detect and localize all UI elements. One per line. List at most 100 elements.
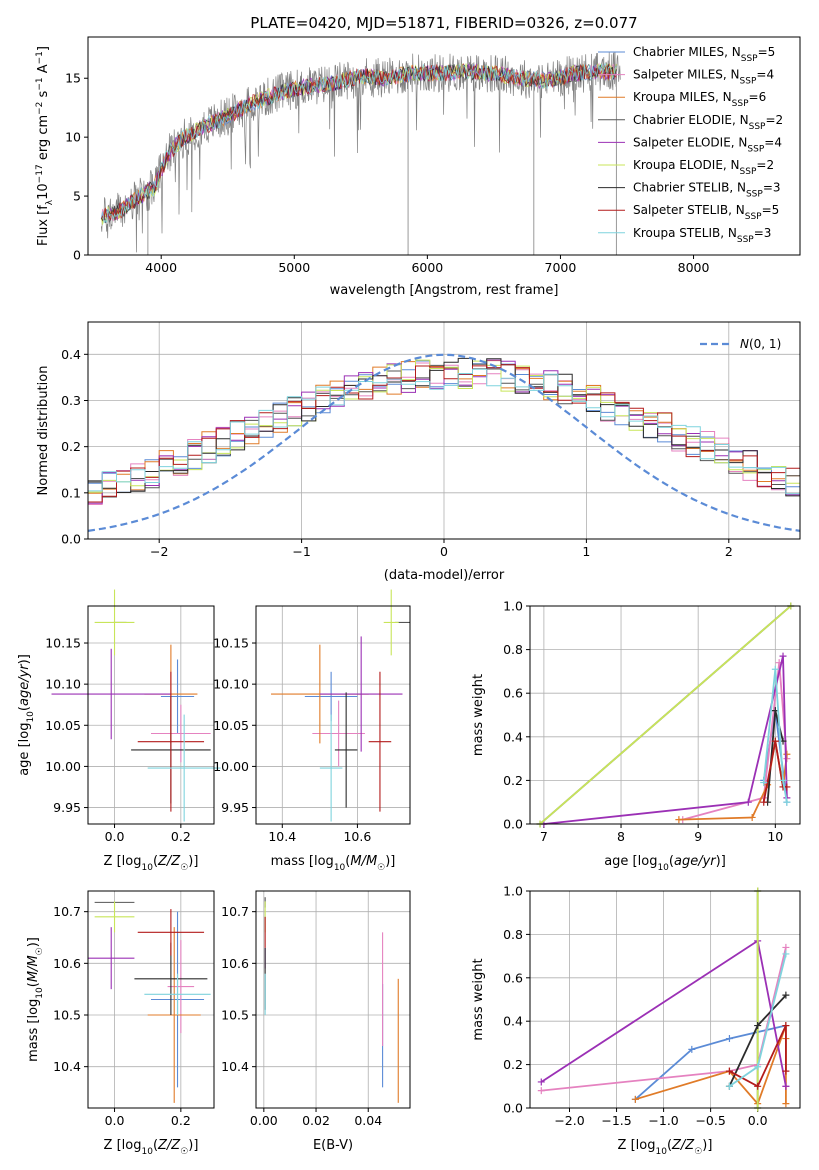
y-axis-label: Normed distribution (36, 366, 51, 496)
x-tick-label: −2 (150, 544, 168, 559)
mass-weight-marker (782, 943, 790, 951)
y-tick-label: 1.0 (503, 599, 523, 614)
label-part: SSP (746, 190, 763, 200)
mass-weight-marker (688, 1045, 696, 1053)
label-part: Salpeter ELODIE, N (633, 135, 747, 149)
y-tick-label: 0.2 (503, 1057, 523, 1072)
x-tick-label: −1.5 (601, 1113, 631, 1128)
label-part: SSP (740, 77, 757, 87)
label-part: )] (702, 1138, 712, 1153)
x-tick-label: 0.0 (748, 1113, 768, 1128)
y-tick-label: 0.0 (503, 1101, 523, 1116)
mass-weight-marker (779, 776, 787, 784)
label-part: −1 (35, 77, 45, 90)
x-axis-label: age [log10(age/yr)] (604, 854, 726, 873)
label-part: )] (716, 854, 726, 869)
x-tick-label: 10 (767, 829, 783, 844)
label-part: Salpeter MILES, N (633, 68, 740, 82)
y-tick-label: 10.7 (53, 904, 81, 919)
label-part: 10 (141, 1147, 153, 1157)
y-tick-label: 10.4 (221, 1059, 249, 1074)
y-tick-label: 10.6 (53, 956, 81, 971)
label-part: M/M (26, 955, 41, 982)
y-tick-label: 0.6 (503, 970, 523, 985)
label-part: SSP (741, 54, 758, 64)
y-tick-label: 0.0 (61, 532, 81, 547)
x-tick-label: 0.04 (354, 1113, 382, 1128)
label-part: 10 (36, 183, 51, 200)
y-tick-label: 0.8 (503, 927, 523, 942)
y-tick-label: 15 (65, 71, 81, 86)
label-part: Salpeter STELIB, N (633, 203, 745, 217)
y-tick-label: 0.4 (503, 1014, 523, 1029)
label-part: )] (385, 854, 395, 869)
label-part: 10 (35, 987, 45, 999)
mass-weight-marker (725, 1035, 733, 1043)
normal-distribution-curve (88, 353, 800, 532)
y-tick-label: 0.3 (61, 393, 81, 408)
label-part: ☉ (180, 1147, 188, 1157)
y-tick-label: 0.6 (503, 686, 523, 701)
label-part: mass [log (271, 854, 334, 869)
y-axis-label: age [log10(age/yr)] (17, 654, 36, 776)
mass-weight-marker (782, 1067, 790, 1075)
mass-weight-line (682, 662, 788, 821)
x-axis-label: mass [log10(M/M☉)] (271, 854, 396, 873)
model-spectrum-line (100, 63, 617, 221)
label-part: =5 (762, 203, 780, 217)
y-tick-label: 9.95 (53, 800, 81, 815)
label-part: ( (26, 982, 41, 987)
label-part: Chabrier ELODIE, N (633, 113, 749, 127)
figure-title: PLATE=0420, MJD=51871, FIBERID=0326, z=0… (250, 14, 637, 32)
label-part: Chabrier STELIB, N (633, 181, 746, 195)
axes-frame (87, 36, 801, 256)
legend-entry: Salpeter MILES, NSSP=4 (633, 68, 774, 87)
label-part: SSP (745, 212, 762, 222)
label-part: −17 (35, 164, 45, 183)
mass-weight-marker (782, 1100, 790, 1108)
x-tick-label: −1.0 (648, 1113, 678, 1128)
mass-weight-line (543, 655, 788, 825)
mass-weight-marker (782, 1022, 790, 1030)
x-tick-label: 0.02 (302, 1113, 330, 1128)
y-tick-label: 10.7 (221, 904, 249, 919)
y-axis-label: Flux [fλ10−17 erg cm−2 s−1 A−1] (35, 46, 55, 246)
label-part: Flux [f (36, 205, 51, 246)
label-part: 10 (655, 1147, 667, 1157)
label-part: =3 (763, 181, 781, 195)
model-spectrum-line (100, 63, 617, 224)
label-part: )] (188, 854, 198, 869)
axes-frame (529, 890, 801, 1109)
legend-entry: Salpeter STELIB, NSSP=5 (633, 203, 779, 222)
label-part: )] (188, 1138, 198, 1153)
label-part: ] (36, 46, 51, 51)
label-part: Z [log (104, 854, 142, 869)
legend-entry: Kroupa STELIB, NSSP=3 (633, 226, 771, 245)
x-axis-label: Z [log10(Z/Z☉)] (618, 1138, 713, 1157)
label-part: 10 (141, 863, 153, 873)
residual-histogram (88, 364, 800, 503)
mass-weight-marker (631, 1095, 639, 1103)
label-part: ( (153, 854, 158, 869)
label-part: =6 (749, 90, 767, 104)
x-tick-label: 1 (582, 544, 590, 559)
y-tick-label: 10.5 (53, 1008, 81, 1023)
y-tick-label: 0.8 (503, 642, 523, 657)
y-axis-label: mass weight (471, 674, 486, 756)
x-tick-label: 4000 (145, 260, 177, 275)
y-tick-label: 0 (73, 248, 81, 263)
y-tick-label: 10.00 (213, 759, 249, 774)
y-tick-label: 9.95 (221, 800, 249, 815)
label-part: 10 (26, 711, 36, 723)
y-tick-label: 0.2 (503, 773, 523, 788)
label-part: Kroupa STELIB, N (633, 226, 737, 240)
label-part: age/yr (674, 854, 717, 869)
label-part: =4 (764, 135, 782, 149)
x-axis-label: (data-model)/error (384, 568, 505, 583)
y-tick-label: 10.05 (45, 718, 81, 733)
mass-weight-marker (783, 750, 791, 758)
